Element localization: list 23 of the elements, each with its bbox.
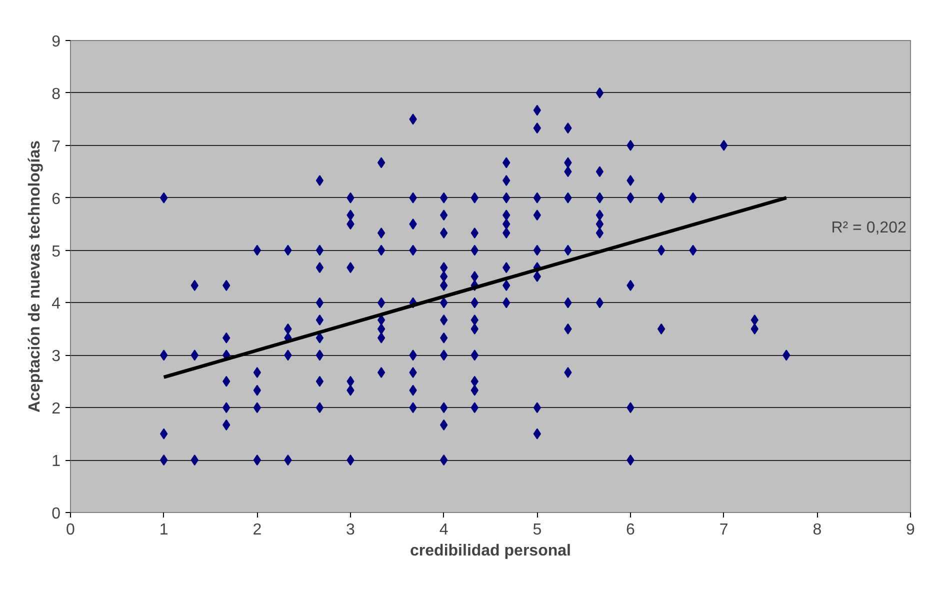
x-tick-label: 6 [626, 522, 636, 538]
x-axis-title: credibilidad personal [410, 542, 571, 560]
y-tick-label: 6 [52, 190, 61, 208]
y-tick-label: 1 [52, 453, 61, 470]
x-tick-label: 3 [346, 522, 356, 538]
y-tick-label: 0 [52, 506, 61, 522]
x-tick-label: 0 [66, 522, 76, 538]
y-axis-title: Aceptación de nuevas technologías [26, 140, 44, 413]
annotation: R² = 0,202 [831, 219, 906, 236]
y-tick-label: 4 [52, 296, 61, 313]
y-tick-label: 8 [52, 86, 61, 103]
x-tick-label: 1 [159, 522, 168, 538]
y-tick-label: 9 [52, 34, 61, 50]
x-tick-label: 4 [439, 522, 448, 538]
y-tick-label: 5 [52, 243, 61, 260]
x-tick-label: 2 [252, 522, 262, 538]
x-tick-label: 9 [906, 522, 916, 538]
x-tick-label: 5 [532, 522, 542, 538]
y-tick-label: 2 [52, 400, 61, 418]
y-tick-label: 7 [52, 138, 61, 156]
x-tick-label: 8 [812, 522, 822, 538]
x-tick-label: 7 [719, 522, 728, 538]
y-tick-label: 3 [52, 348, 61, 366]
